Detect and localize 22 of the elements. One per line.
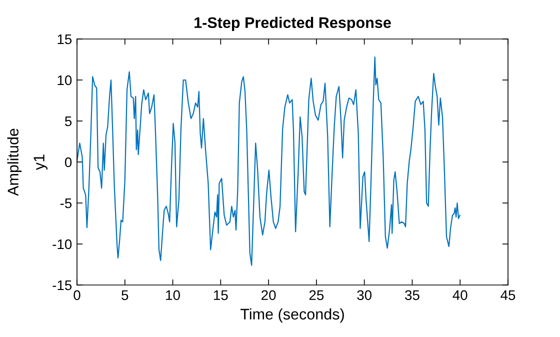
x-tick-label: 35	[405, 290, 420, 300]
x-tick-label: 20	[262, 290, 276, 300]
x-tick-label: 10	[166, 290, 180, 300]
x-tick-label: 15	[214, 290, 228, 300]
x-tick-label: 5	[122, 290, 128, 300]
x-tick-label: 25	[309, 290, 324, 300]
x-tick-label: 45	[500, 290, 516, 300]
chart-title: 1-Step Predicted Response	[194, 16, 391, 32]
text: y1	[34, 154, 48, 170]
x-tick-label: 30	[357, 290, 372, 300]
y-axis-title: Amplitude	[7, 128, 22, 196]
y-tick-label: 15	[58, 34, 72, 44]
x-tick-label: 0	[74, 290, 80, 300]
y-tick-label: 0	[64, 157, 72, 168]
x-tick-label: 40	[452, 290, 468, 300]
y-tick-label: -5	[60, 198, 72, 208]
y-tick-label: 5	[64, 116, 72, 126]
line-series	[77, 56, 460, 266]
y-tick-label: 10	[58, 75, 72, 86]
y-tick-label: -10	[52, 239, 72, 250]
y-tick-label: -15	[52, 280, 72, 290]
x-axis-title: Time (seconds)	[240, 308, 344, 323]
